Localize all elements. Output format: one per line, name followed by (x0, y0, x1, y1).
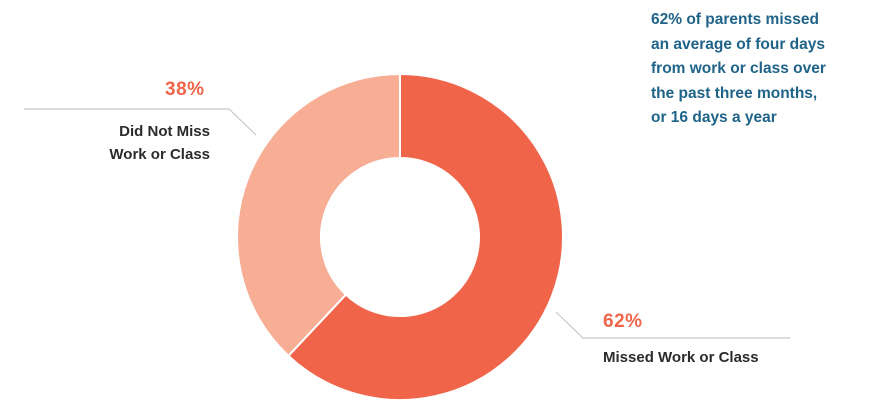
annotation-line-4: the past three months, (651, 84, 818, 102)
segment-label-missed-line-1: Missed Work or Class (603, 349, 759, 366)
segment-value-label-missed: 62% (603, 311, 643, 332)
donut-slice-did-not-miss (236, 72, 401, 358)
annotation-line-1: 62% of parents missed (651, 11, 819, 28)
annotation-line-5: or 16 days a year (651, 109, 777, 126)
annotation-text: 62% of parents missed an average of four… (651, 8, 888, 131)
leader-line-did-not-miss (24, 108, 257, 136)
segment-value-label-did-not-miss: 38% (165, 79, 205, 100)
annotation-line-3: from work or class over (651, 60, 826, 77)
annotation-line-2: an average of four days (651, 35, 826, 53)
donut-slice-missed (287, 72, 564, 400)
segment-label-missed: Missed Work or Class (603, 346, 759, 369)
segment-label-did-not-miss-line-2: Work or Class (109, 146, 210, 163)
segment-label-did-not-miss: Did Not Miss Work or Class (109, 120, 210, 166)
leader-line-missed (555, 311, 790, 339)
segment-label-did-not-miss-line-1: Did Not Miss (119, 123, 210, 140)
